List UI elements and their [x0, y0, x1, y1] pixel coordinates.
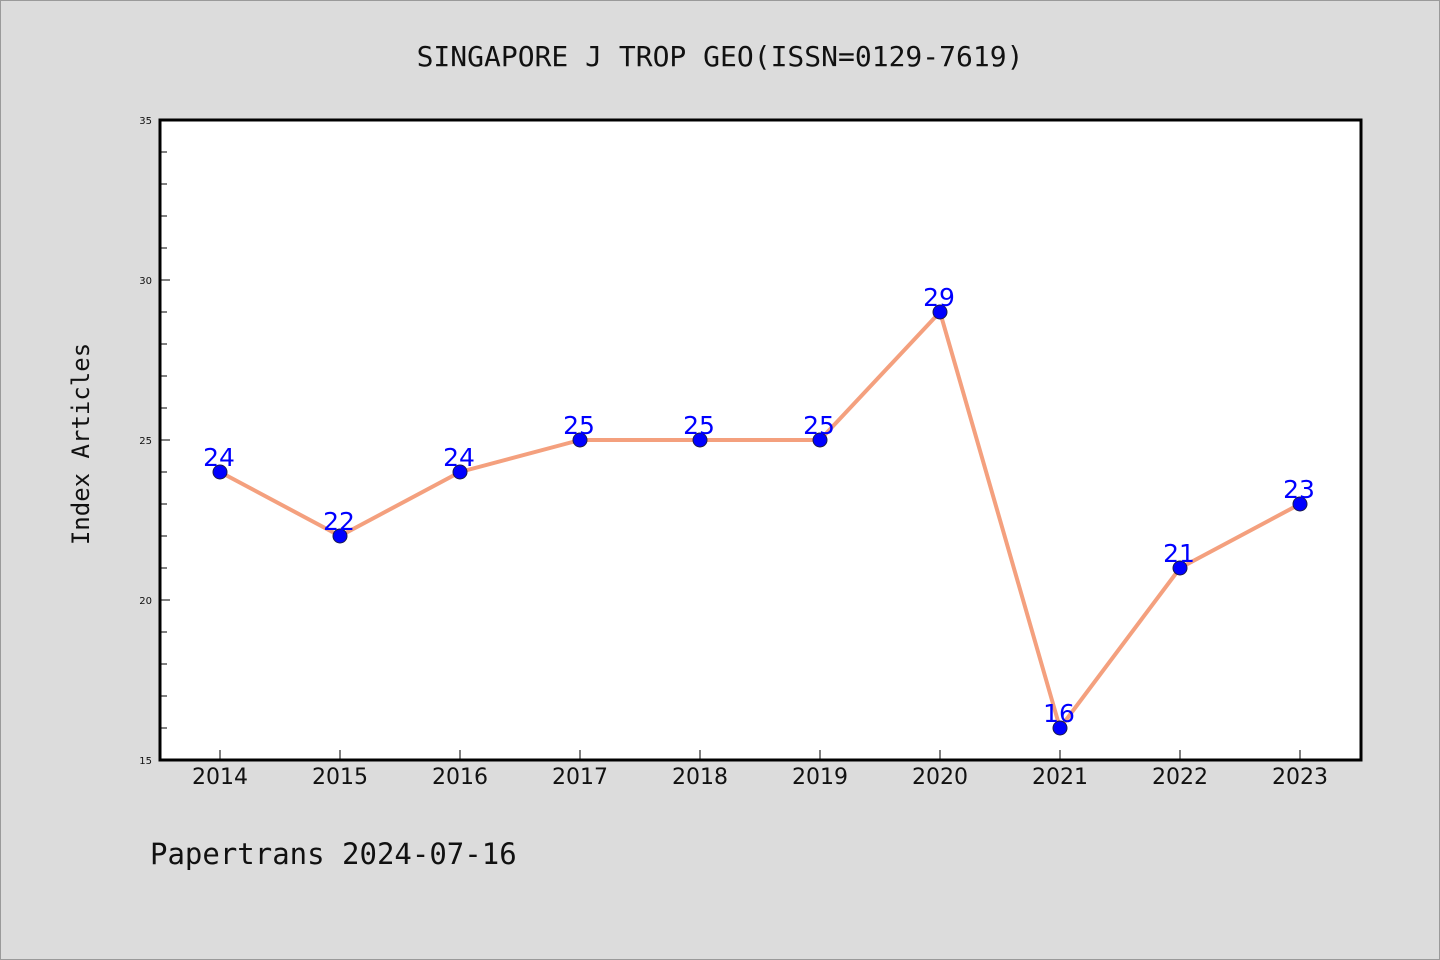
data-point: [212, 464, 228, 480]
y-tick-label: 35: [139, 116, 152, 127]
data-label: 24: [203, 443, 235, 472]
x-tick-label: 2014: [192, 765, 248, 790]
data-label: 23: [1283, 475, 1315, 504]
data-point: [452, 464, 468, 480]
data-point: [1292, 496, 1308, 512]
x-tick-label: 2021: [1032, 765, 1088, 790]
data-point: [332, 528, 348, 544]
footer-text: Papertrans 2024-07-16: [150, 837, 517, 871]
y-tick-label: 15: [139, 756, 152, 767]
series-line: [218, 310, 1302, 730]
data-point: [1052, 720, 1068, 736]
y-axis-label: Index Articles: [67, 343, 95, 545]
x-tick-label: 2017: [552, 765, 608, 790]
data-point: [692, 432, 708, 448]
data-point: [1172, 560, 1188, 576]
x-tick-label: 2018: [672, 765, 728, 790]
data-label: 22: [323, 507, 355, 536]
x-axis: 2014 2015 2016 2017 2018 2019 2020 2021 2022 2023: [192, 750, 1328, 790]
y-tick-label: 20: [139, 596, 152, 607]
y-tick-label: 30: [139, 276, 152, 287]
series-group: 24 22 24 25 25 25 29 16 21 23: [203, 283, 1315, 736]
x-tick-label: 2022: [1152, 765, 1208, 790]
y-axis: 15 20 25 30 35: [139, 116, 170, 767]
x-tick-label: 2019: [792, 765, 848, 790]
y-tick-label: 25: [139, 436, 152, 447]
x-tick-label: 2020: [912, 765, 968, 790]
x-tick-label: 2015: [312, 765, 368, 790]
x-tick-label: 2016: [432, 765, 488, 790]
data-label: 21: [1163, 539, 1195, 568]
x-tick-label: 2023: [1272, 765, 1328, 790]
data-point: [812, 432, 828, 448]
data-point: [932, 304, 948, 320]
data-point: [572, 432, 588, 448]
data-label: 25: [563, 411, 595, 440]
plot-border: [158, 118, 1363, 762]
data-label: 16: [1043, 699, 1075, 728]
data-label: 25: [683, 411, 715, 440]
data-label: 24: [443, 443, 475, 472]
data-label: 29: [923, 283, 955, 312]
chart-title: SINGAPORE J TROP GEO(ISSN=0129-7619): [417, 40, 1024, 73]
data-label: 25: [803, 411, 835, 440]
